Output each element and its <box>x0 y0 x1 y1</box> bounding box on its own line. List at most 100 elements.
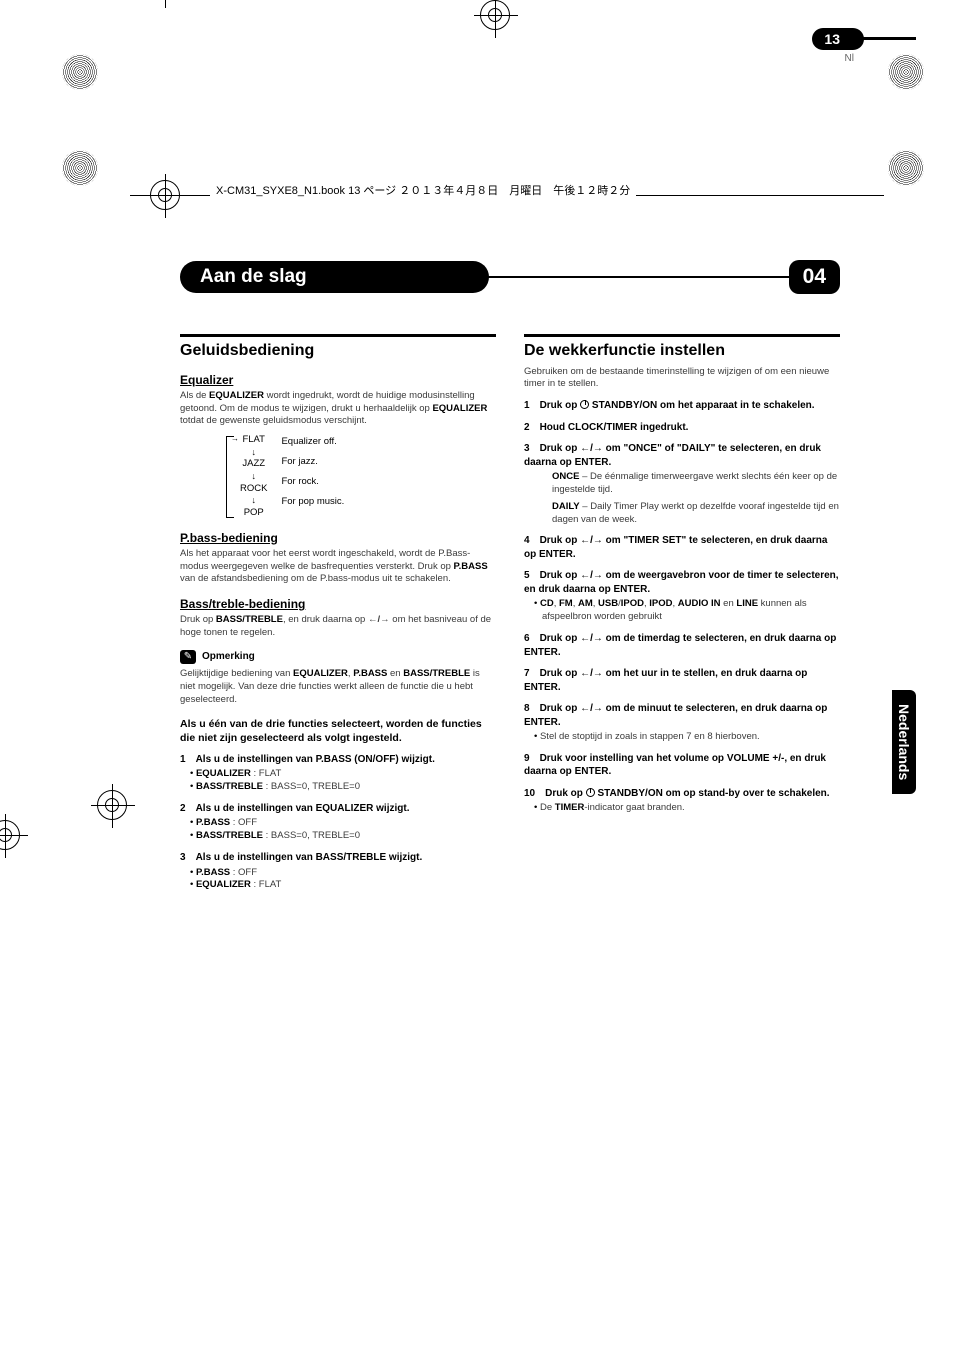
text-bold: EQUALIZER <box>196 879 251 890</box>
text: en <box>387 668 403 679</box>
step-number: 7 <box>524 668 530 679</box>
chapter-title: Aan de slag <box>180 261 489 293</box>
numbered-step: 6Druk op ←/→ om de timerdag te selectere… <box>524 632 840 659</box>
power-icon <box>586 788 595 797</box>
paragraph: Druk op BASS/TREBLE, en druk daarna op ←… <box>180 614 496 640</box>
bullet-item: P.BASS : OFF <box>198 867 496 880</box>
step-number: 2 <box>524 422 530 433</box>
text-bold: EQUALIZER <box>432 403 487 414</box>
text: : FLAT <box>251 768 281 779</box>
bullet-item: De TIMER-indicator gaat branden. <box>542 802 840 815</box>
bullet-item: P.BASS : OFF <box>198 817 496 830</box>
arrow-left-right-icon: ←/→ <box>580 570 603 581</box>
numbered-step: 10Druk op STANDBY/ON om op stand-by over… <box>524 787 840 801</box>
text: – De éénmalige timerweergave werkt slech… <box>552 471 837 495</box>
paragraph: Gebruiken om de bestaande timerinstellin… <box>524 366 840 392</box>
text-bold: CD <box>540 598 554 609</box>
power-icon <box>580 400 589 409</box>
subsection-heading: Equalizer <box>180 372 496 388</box>
note-label: Opmerking <box>202 650 255 664</box>
text: : BASS=0, TREBLE=0 <box>263 781 360 792</box>
bullet-item: Stel de stoptijd in zoals in stappen 7 e… <box>542 731 840 744</box>
arrow-down-icon: ↓ <box>251 474 256 479</box>
numbered-step: 2Houd CLOCK/TIMER ingedrukt. <box>524 421 840 435</box>
equalizer-diagram: → FLAT ↓ JAZZ ↓ ROCK ↓ POP Equalizer off… <box>240 434 496 519</box>
text-bold: EQUALIZER <box>196 768 251 779</box>
numbered-step: 5Druk op ←/→ om de weergavebron voor de … <box>524 569 840 596</box>
step-number: 3 <box>524 443 530 454</box>
text: , en druk daarna op <box>283 614 368 625</box>
step-number: 6 <box>524 633 530 644</box>
print-mark <box>888 54 924 90</box>
step-number: 1 <box>180 754 186 765</box>
bullet-item: EQUALIZER : FLAT <box>198 879 496 892</box>
language-tab: Nederlands <box>892 690 916 794</box>
numbered-step: 1Als u de instellingen van P.BASS (ON/OF… <box>180 753 496 767</box>
step-number: 2 <box>180 803 186 814</box>
numbered-step: 8Druk op ←/→ om de minuut te selecteren,… <box>524 702 840 729</box>
bullet-item: EQUALIZER : FLAT <box>198 768 496 781</box>
arrow-left-right-icon: ←/→ <box>580 443 603 454</box>
eq-mode: FLAT <box>242 434 265 447</box>
text: : OFF <box>230 867 257 878</box>
text: Druk op <box>540 400 581 411</box>
text: STANDBY/ON om het apparaat in te schakel… <box>589 400 814 411</box>
text: Als het apparaat voor het eerst wordt in… <box>180 548 470 572</box>
text-bold: DAILY <box>552 501 580 512</box>
text-bold: ONCE <box>552 471 579 482</box>
text: Druk op <box>540 668 581 679</box>
text: Druk op <box>540 443 581 454</box>
text-bold: P.BASS <box>353 668 387 679</box>
eq-desc: For rock. <box>281 476 344 489</box>
text-bold: P.BASS <box>196 817 230 828</box>
text: en <box>721 598 737 609</box>
step-title: Als u de instellingen van EQUALIZER wijz… <box>196 803 410 814</box>
text-bold: IPOD <box>621 598 644 609</box>
text: STANDBY/ON om op stand-by over te schake… <box>595 788 830 799</box>
page-number: 13 <box>812 28 864 50</box>
step-number: 5 <box>524 570 530 581</box>
text: Gelijktijdige bediening van <box>180 668 293 679</box>
text-bold: AM <box>578 598 593 609</box>
print-mark <box>62 150 98 186</box>
bullet-item: BASS/TREBLE : BASS=0, TREBLE=0 <box>198 781 496 794</box>
text: Druk op <box>540 703 581 714</box>
bullet-item: BASS/TREBLE : BASS=0, TREBLE=0 <box>198 830 496 843</box>
step-number: 4 <box>524 535 530 546</box>
numbered-step: 1Druk op STANDBY/ON om het apparaat in t… <box>524 399 840 413</box>
text-bold: IPOD <box>649 598 672 609</box>
text: – Daily Timer Play werkt op dezelfde voo… <box>552 501 839 525</box>
eq-mode: POP <box>244 507 264 520</box>
text: : BASS=0, TREBLE=0 <box>263 830 360 841</box>
arrow-left-right-icon: ←/→ <box>368 614 390 625</box>
text: : OFF <box>230 817 257 828</box>
text-bold: TIMER <box>555 802 585 813</box>
print-mark <box>62 54 98 90</box>
header-filename: X-CM31_SYXE8_N1.book 13 ページ ２０１３年４月８日 月曜… <box>210 182 636 198</box>
arrow-left-right-icon: ←/→ <box>580 633 603 644</box>
text: totdat de gewenste geluidsmodus verschij… <box>180 415 367 426</box>
registration-mark <box>97 790 127 820</box>
text-bold: BASS/TREBLE <box>196 830 263 841</box>
text-bold: BASS/TREBLE <box>196 781 263 792</box>
chapter-number: 04 <box>789 260 840 294</box>
text: : FLAT <box>251 879 281 890</box>
text-bold: EQUALIZER <box>209 390 264 401</box>
step-number: 9 <box>524 753 530 764</box>
text: Als de <box>180 390 209 401</box>
text: Druk op <box>545 788 586 799</box>
eq-desc: For jazz. <box>281 456 344 469</box>
paragraph: Als de EQUALIZER wordt ingedrukt, wordt … <box>180 390 496 428</box>
arrow-left-right-icon: ←/→ <box>580 668 603 679</box>
section-heading: De wekkerfunctie instellen <box>524 334 840 362</box>
registration-mark <box>0 820 20 850</box>
chapter-header: Aan de slag 04 <box>180 260 840 294</box>
arrow-left-right-icon: ←/→ <box>580 535 603 546</box>
text: van de afstandsbediening om de P.bass-mo… <box>180 573 451 584</box>
numbered-step: 7Druk op ←/→ om het uur in te stellen, e… <box>524 667 840 694</box>
right-column: De wekkerfunctie instellen Gebruiken om … <box>524 334 840 892</box>
print-mark <box>888 150 924 186</box>
text-bold: FM <box>559 598 573 609</box>
numbered-step: 9Druk voor instelling van het volume op … <box>524 752 840 779</box>
eq-mode: ROCK <box>240 483 267 496</box>
